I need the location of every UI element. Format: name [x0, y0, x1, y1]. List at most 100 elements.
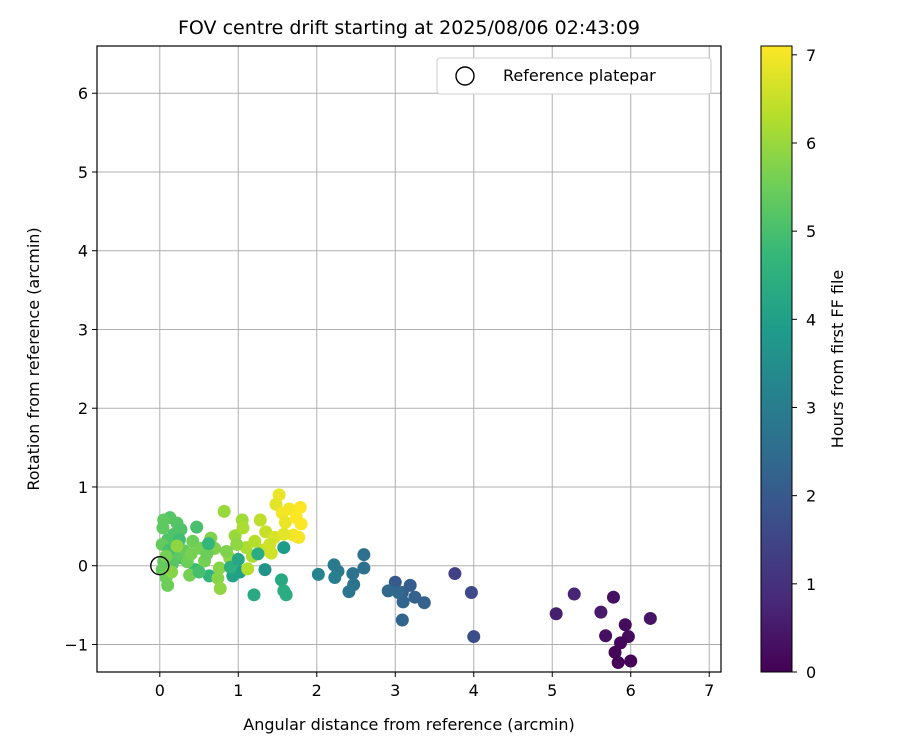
legend: Reference platepar [436, 57, 712, 95]
data-point [161, 578, 175, 592]
data-point [395, 613, 409, 627]
data-point [159, 549, 173, 563]
colorbar-tick-label: 5 [806, 222, 816, 241]
data-point [278, 515, 292, 529]
colorbar-tick-label: 6 [806, 134, 816, 153]
data-point [211, 571, 225, 585]
colorbar-tick-label: 7 [806, 46, 816, 65]
data-point [381, 584, 395, 598]
data-point [614, 636, 628, 650]
x-tick-label: 5 [547, 681, 557, 700]
data-point [403, 578, 417, 592]
data-point [247, 588, 261, 602]
data-point [549, 607, 563, 621]
data-point [391, 585, 405, 599]
data-point [200, 547, 214, 561]
colorbar-tick-label: 1 [806, 575, 816, 594]
data-point [190, 520, 204, 534]
data-point [251, 547, 265, 561]
data-point [277, 527, 291, 541]
data-point [448, 567, 462, 581]
data-point [608, 645, 622, 659]
y-tick-label: 1 [78, 478, 88, 497]
x-tick-label: 6 [626, 681, 636, 700]
data-point [618, 618, 632, 632]
data-point [624, 654, 638, 668]
data-point [263, 537, 277, 551]
x-tick-label: 0 [155, 681, 165, 700]
data-point [156, 521, 170, 535]
data-points [155, 488, 657, 670]
legend-open-circle-icon [455, 66, 475, 86]
y-axis-title: Rotation from reference (arcmin) [24, 227, 43, 490]
data-point [282, 502, 296, 516]
data-point [217, 504, 231, 518]
colorbar-tick-label: 0 [806, 663, 816, 682]
data-point [293, 500, 307, 514]
legend-box [436, 57, 712, 95]
chart-title: FOV centre drift starting at 2025/08/06 … [178, 17, 640, 39]
x-axis-title: Angular distance from reference (arcmin) [243, 715, 574, 734]
data-point [467, 630, 481, 644]
data-point [212, 561, 226, 575]
data-point [279, 588, 293, 602]
y-tick-label: 2 [78, 399, 88, 418]
reference-point-marker [150, 555, 170, 576]
plot-frame [96, 45, 722, 673]
x-tick-label: 4 [469, 681, 479, 700]
data-point [464, 585, 478, 599]
colorbar-gradient [760, 45, 793, 673]
data-point [277, 541, 291, 555]
colorbar-ticks: 0 1 2 3 4 5 6 7 [792, 46, 816, 682]
x-tick-label: 7 [704, 681, 714, 700]
data-point [231, 552, 245, 566]
data-point [342, 585, 356, 599]
data-point [236, 521, 250, 535]
data-point [357, 548, 371, 562]
colorbar-tick-label: 2 [806, 487, 816, 506]
colorbar: 0 1 2 3 4 5 6 7 Hours from first FF file [760, 45, 847, 682]
x-tick-label: 1 [233, 681, 243, 700]
data-point [248, 534, 262, 548]
data-point [253, 513, 267, 527]
data-point [274, 573, 288, 587]
y-tick-label: 3 [78, 320, 88, 339]
x-axis-ticks: 0 1 2 3 4 5 6 7 [155, 672, 714, 700]
data-point [292, 530, 306, 544]
data-point [357, 561, 371, 575]
legend-label: Reference platepar [503, 66, 656, 85]
data-point [611, 656, 625, 670]
data-point [201, 537, 215, 551]
data-point [328, 571, 342, 585]
data-point [184, 547, 198, 561]
data-point [174, 522, 188, 536]
y-tick-label: 5 [78, 163, 88, 182]
data-point [408, 590, 422, 604]
data-point [388, 575, 402, 589]
data-point [311, 567, 325, 581]
data-point [170, 539, 184, 553]
y-tick-label: 0 [78, 557, 88, 576]
y-tick-label: −1 [64, 635, 88, 654]
reference-marker [150, 555, 170, 576]
data-point [230, 537, 244, 551]
data-point [594, 605, 608, 619]
data-point [346, 567, 360, 581]
data-point [258, 563, 272, 577]
data-point [223, 560, 237, 574]
colorbar-label: Hours from first FF file [828, 270, 847, 449]
data-point [272, 488, 286, 502]
x-tick-label: 2 [312, 681, 322, 700]
data-point [213, 582, 227, 596]
data-point [567, 587, 581, 601]
x-tick-label: 3 [390, 681, 400, 700]
y-tick-label: 4 [78, 242, 88, 261]
data-point [417, 596, 431, 610]
data-point [192, 565, 206, 579]
y-tick-label: 6 [78, 84, 88, 103]
data-point [599, 629, 613, 643]
data-point [643, 611, 657, 625]
colorbar-tick-label: 3 [806, 398, 816, 417]
data-point [606, 590, 620, 604]
